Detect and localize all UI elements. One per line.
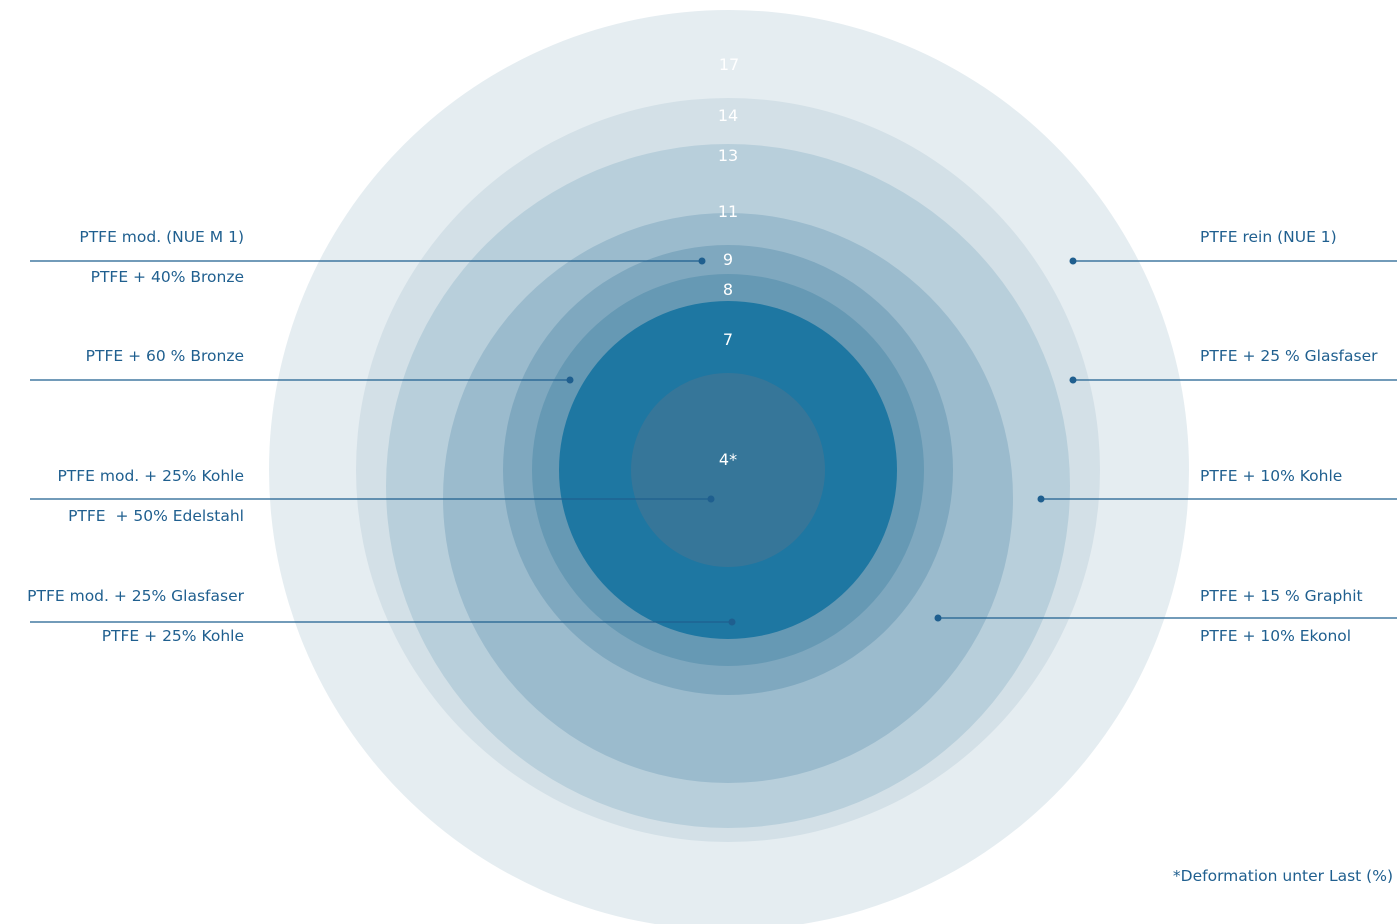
ring-values-layer: 17 14 13 11 9 8 7 4*: [718, 55, 739, 469]
ring-value-8: 8: [723, 280, 733, 299]
right-label-above-4: PTFE + 15 % Graphit: [1200, 587, 1363, 605]
right-label-below-4: PTFE + 10% Ekonol: [1200, 627, 1351, 645]
ring-value-17: 17: [719, 55, 739, 74]
right-label-above-1: PTFE rein (NUE 1): [1200, 228, 1337, 246]
rings-layer: [269, 10, 1189, 924]
leader-lines-layer: [30, 257, 1397, 626]
right-label-above-3: PTFE + 10% Kohle: [1200, 467, 1342, 485]
ring-value-14: 14: [718, 106, 738, 125]
left-label-above-1: PTFE mod. (NUE M 1): [79, 228, 244, 246]
left-label-above-3: PTFE mod. + 25% Kohle: [57, 467, 244, 485]
footnote: *Deformation unter Last (%): [1173, 867, 1393, 885]
right-leader-dot-3: [1037, 495, 1045, 503]
ring-value-11: 11: [718, 202, 738, 221]
left-label-below-1: PTFE + 40% Bronze: [91, 268, 244, 286]
left-leader-dot-1: [698, 257, 706, 265]
left-label-below-3: PTFE + 50% Edelstahl: [68, 507, 244, 525]
right-leader-dot-2: [1069, 376, 1077, 384]
left-label-above-4: PTFE mod. + 25% Glasfaser: [27, 587, 244, 605]
ring-4star: [631, 373, 825, 567]
left-leader-dot-2: [566, 376, 574, 384]
left-leader-dot-4: [728, 618, 736, 626]
right-leader-dot-1: [1069, 257, 1077, 265]
ring-value-13: 13: [718, 146, 738, 165]
ring-value-7: 7: [723, 330, 733, 349]
right-label-above-2: PTFE + 25 % Glasfaser: [1200, 347, 1378, 365]
right-leader-dot-4: [934, 614, 942, 622]
left-label-below-4: PTFE + 25% Kohle: [102, 627, 244, 645]
left-leader-dot-3: [707, 495, 715, 503]
left-label-above-2: PTFE + 60 % Bronze: [86, 347, 244, 365]
material-labels-layer: PTFE mod. (NUE M 1) PTFE + 40% Bronze PTFE…: [27, 228, 1378, 645]
ring-value-4star: 4*: [719, 450, 737, 469]
ring-value-9: 9: [723, 250, 733, 269]
